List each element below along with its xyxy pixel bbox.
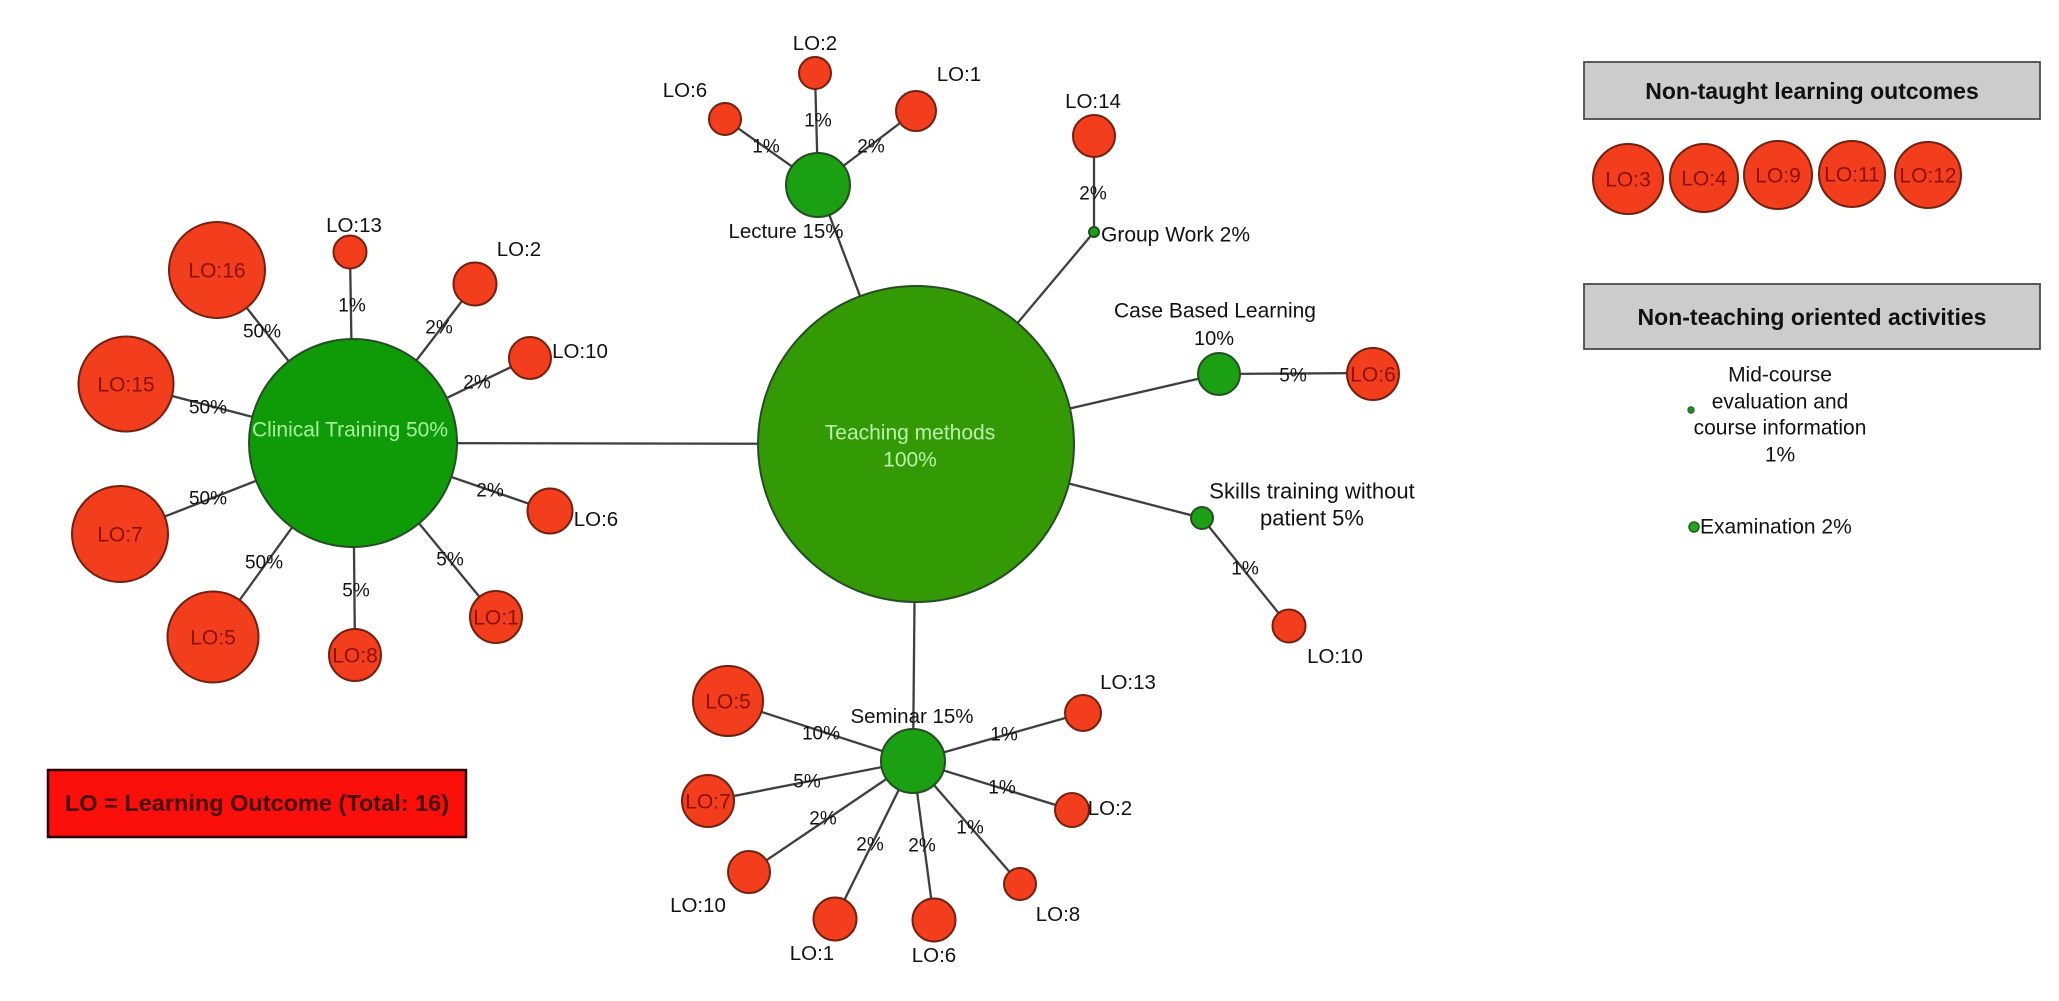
svg-text:LO:5: LO:5 [705, 690, 751, 713]
svg-text:Mid-course: Mid-course [1728, 363, 1832, 386]
svg-text:5%: 5% [436, 550, 464, 571]
svg-text:1%: 1% [752, 137, 780, 158]
svg-text:LO:16: LO:16 [188, 259, 245, 282]
svg-text:5%: 5% [793, 772, 821, 793]
svg-text:Skills training without: Skills training without [1209, 479, 1414, 504]
svg-text:Clinical Training 50%: Clinical Training 50% [252, 418, 448, 441]
svg-text:LO:10: LO:10 [552, 340, 608, 363]
svg-text:LO:4: LO:4 [1681, 167, 1727, 190]
svg-text:2%: 2% [857, 137, 885, 158]
svg-text:Case Based Learning: Case Based Learning [1114, 299, 1316, 322]
svg-text:50%: 50% [189, 398, 227, 419]
svg-text:5%: 5% [342, 581, 370, 602]
svg-text:LO:5: LO:5 [190, 626, 236, 649]
svg-text:patient 5%: patient 5% [1260, 506, 1364, 531]
svg-text:LO:13: LO:13 [1100, 671, 1156, 694]
svg-text:LO:1: LO:1 [790, 942, 834, 965]
svg-text:1%: 1% [338, 296, 366, 317]
svg-text:LO:8: LO:8 [332, 644, 378, 667]
svg-text:1%: 1% [804, 111, 832, 132]
svg-text:Group Work 2%: Group Work 2% [1101, 223, 1250, 246]
svg-text:2%: 2% [425, 318, 453, 339]
svg-text:Teaching methods: Teaching methods [825, 421, 995, 444]
svg-text:LO:6: LO:6 [574, 508, 618, 531]
svg-text:LO:7: LO:7 [97, 523, 143, 546]
svg-text:Non-taught learning outcomes: Non-taught learning outcomes [1645, 78, 1979, 104]
svg-text:5%: 5% [1279, 366, 1307, 387]
svg-text:Seminar 15%: Seminar 15% [850, 705, 973, 728]
svg-text:LO:11: LO:11 [1824, 163, 1880, 186]
svg-text:LO:9: LO:9 [1755, 164, 1801, 187]
svg-text:LO:10: LO:10 [1307, 645, 1363, 668]
svg-text:LO:2: LO:2 [793, 32, 837, 55]
svg-text:50%: 50% [245, 553, 283, 574]
svg-text:1%: 1% [956, 818, 984, 839]
svg-text:100%: 100% [883, 448, 937, 471]
svg-text:2%: 2% [908, 836, 936, 857]
svg-text:2%: 2% [856, 835, 884, 856]
svg-text:LO:2: LO:2 [1088, 797, 1132, 820]
svg-text:2%: 2% [476, 481, 504, 502]
svg-text:Examination 2%: Examination 2% [1700, 515, 1852, 538]
svg-text:LO:7: LO:7 [685, 790, 731, 813]
svg-text:10%: 10% [802, 724, 840, 745]
svg-text:50%: 50% [189, 489, 227, 510]
svg-text:2%: 2% [809, 809, 837, 830]
svg-text:LO:12: LO:12 [1899, 164, 1956, 187]
svg-text:LO:13: LO:13 [326, 214, 382, 237]
svg-text:LO:6: LO:6 [1350, 363, 1396, 386]
svg-text:10%: 10% [1194, 328, 1234, 350]
svg-text:1%: 1% [990, 725, 1018, 746]
svg-text:LO:2: LO:2 [497, 238, 541, 261]
svg-text:LO:15: LO:15 [97, 373, 154, 396]
svg-text:Non-teaching oriented activiti: Non-teaching oriented activities [1638, 304, 1987, 330]
svg-text:LO:1: LO:1 [473, 606, 519, 629]
svg-text:1%: 1% [1765, 443, 1795, 466]
svg-text:LO:8: LO:8 [1036, 903, 1080, 926]
svg-text:1%: 1% [1231, 559, 1259, 580]
svg-text:LO:3: LO:3 [1605, 168, 1651, 191]
svg-text:1%: 1% [988, 778, 1016, 799]
svg-text:Lecture 15%: Lecture 15% [728, 220, 843, 243]
svg-text:LO:6: LO:6 [912, 944, 956, 967]
svg-text:2%: 2% [463, 373, 491, 394]
svg-text:LO:10: LO:10 [670, 894, 726, 917]
svg-text:2%: 2% [1079, 184, 1107, 205]
svg-text:LO:1: LO:1 [937, 63, 981, 86]
svg-text:course information: course information [1694, 416, 1867, 439]
svg-text:LO:14: LO:14 [1065, 90, 1121, 113]
svg-text:50%: 50% [243, 322, 281, 343]
svg-text:LO:6: LO:6 [663, 79, 707, 102]
svg-text:LO = Learning Outcome (Total:: LO = Learning Outcome (Total: 16) [65, 790, 449, 816]
svg-text:evaluation and: evaluation and [1712, 390, 1849, 413]
